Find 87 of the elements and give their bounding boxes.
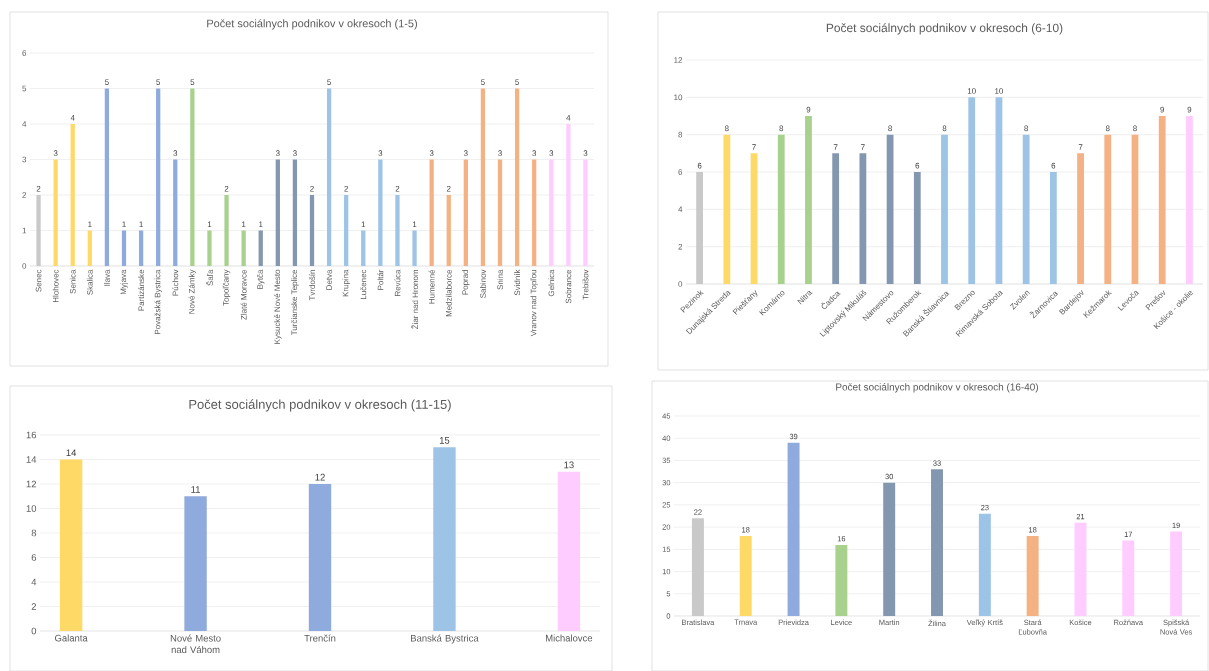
bar bbox=[583, 159, 588, 266]
bar bbox=[514, 88, 520, 266]
y-tick-label: 16 bbox=[26, 431, 37, 439]
bar bbox=[691, 518, 704, 616]
bar bbox=[87, 230, 92, 266]
bar bbox=[859, 153, 867, 284]
y-tick-label: 6 bbox=[31, 554, 37, 561]
bar bbox=[1077, 153, 1084, 284]
y-tick-label: 0 bbox=[31, 627, 37, 635]
bar bbox=[1170, 531, 1183, 616]
y-tick-label: 4 bbox=[31, 578, 37, 586]
bar bbox=[1026, 536, 1039, 616]
bar bbox=[978, 513, 991, 616]
bar bbox=[326, 88, 332, 266]
bar bbox=[835, 544, 848, 616]
bar bbox=[480, 88, 486, 266]
y-tick-label: 12 bbox=[26, 480, 37, 488]
bar bbox=[412, 230, 417, 266]
bar bbox=[1122, 540, 1135, 616]
bar bbox=[1186, 116, 1193, 284]
bar bbox=[53, 159, 58, 266]
bar bbox=[566, 124, 571, 266]
y-tick-label: 8 bbox=[31, 529, 37, 537]
chart-title: Počet sociálnych podnikov v okresoch (6-10) bbox=[826, 23, 1063, 35]
data-label: 14 bbox=[66, 449, 77, 456]
bar bbox=[777, 134, 785, 284]
x-tick-label: Michalovce bbox=[546, 634, 593, 642]
bar bbox=[207, 230, 212, 266]
bar bbox=[549, 159, 554, 266]
bar bbox=[557, 471, 581, 631]
chart-title: Počet sociálnych podnikov v okresoch (1-5) bbox=[207, 19, 417, 30]
y-tick-label: 2 bbox=[31, 603, 37, 610]
bar bbox=[173, 159, 178, 266]
bar bbox=[156, 88, 161, 266]
bar bbox=[344, 195, 349, 266]
bar bbox=[70, 124, 75, 266]
bar bbox=[696, 172, 704, 284]
bar bbox=[1158, 116, 1166, 284]
y-tick-label: 14 bbox=[26, 456, 37, 463]
x-tick-label: Nové Mesto nad Váhom bbox=[170, 634, 221, 654]
bar bbox=[378, 159, 383, 266]
bar bbox=[429, 159, 434, 266]
chart-title: Počet sociálnych podnikov v okresoch (16-40) bbox=[836, 383, 1038, 393]
bar bbox=[446, 195, 451, 266]
bar bbox=[913, 172, 921, 284]
data-label: 15 bbox=[439, 437, 450, 444]
data-label: 12 bbox=[315, 473, 325, 481]
bar bbox=[739, 536, 752, 616]
bar bbox=[104, 88, 110, 266]
bar bbox=[275, 159, 280, 266]
bar bbox=[532, 159, 537, 266]
bar bbox=[941, 134, 948, 284]
x-tick-label: Trenčín bbox=[304, 634, 336, 642]
bar bbox=[1049, 172, 1057, 284]
bar bbox=[36, 195, 41, 266]
bar bbox=[190, 88, 195, 266]
bar bbox=[1074, 522, 1087, 616]
bar bbox=[184, 496, 207, 631]
bar bbox=[309, 195, 315, 266]
bar bbox=[361, 230, 366, 266]
bar bbox=[968, 97, 976, 284]
bar bbox=[1104, 134, 1112, 284]
bar bbox=[931, 469, 943, 616]
bar bbox=[497, 159, 503, 266]
bar bbox=[292, 159, 298, 266]
data-label: 13 bbox=[564, 461, 574, 469]
x-tick-label: Galanta bbox=[55, 634, 88, 642]
bar bbox=[59, 459, 83, 631]
bar bbox=[805, 116, 812, 284]
bar bbox=[463, 159, 468, 266]
bar bbox=[433, 447, 456, 631]
data-label: 11 bbox=[191, 486, 200, 493]
chart-title: Počet sociálnych podnikov v okresoch (11-15) bbox=[189, 399, 451, 412]
bar bbox=[138, 230, 144, 266]
bar bbox=[308, 484, 332, 631]
y-tick-label: 10 bbox=[26, 505, 37, 512]
bar bbox=[723, 134, 731, 284]
bar bbox=[121, 230, 127, 266]
bar bbox=[1022, 134, 1030, 284]
bar bbox=[883, 482, 896, 616]
bar bbox=[787, 442, 800, 616]
x-tick-label: Banská Bystrica bbox=[411, 634, 479, 644]
bar bbox=[224, 195, 229, 266]
bar bbox=[241, 230, 246, 266]
bar bbox=[832, 153, 840, 284]
bar bbox=[395, 195, 400, 266]
bar bbox=[258, 230, 263, 266]
